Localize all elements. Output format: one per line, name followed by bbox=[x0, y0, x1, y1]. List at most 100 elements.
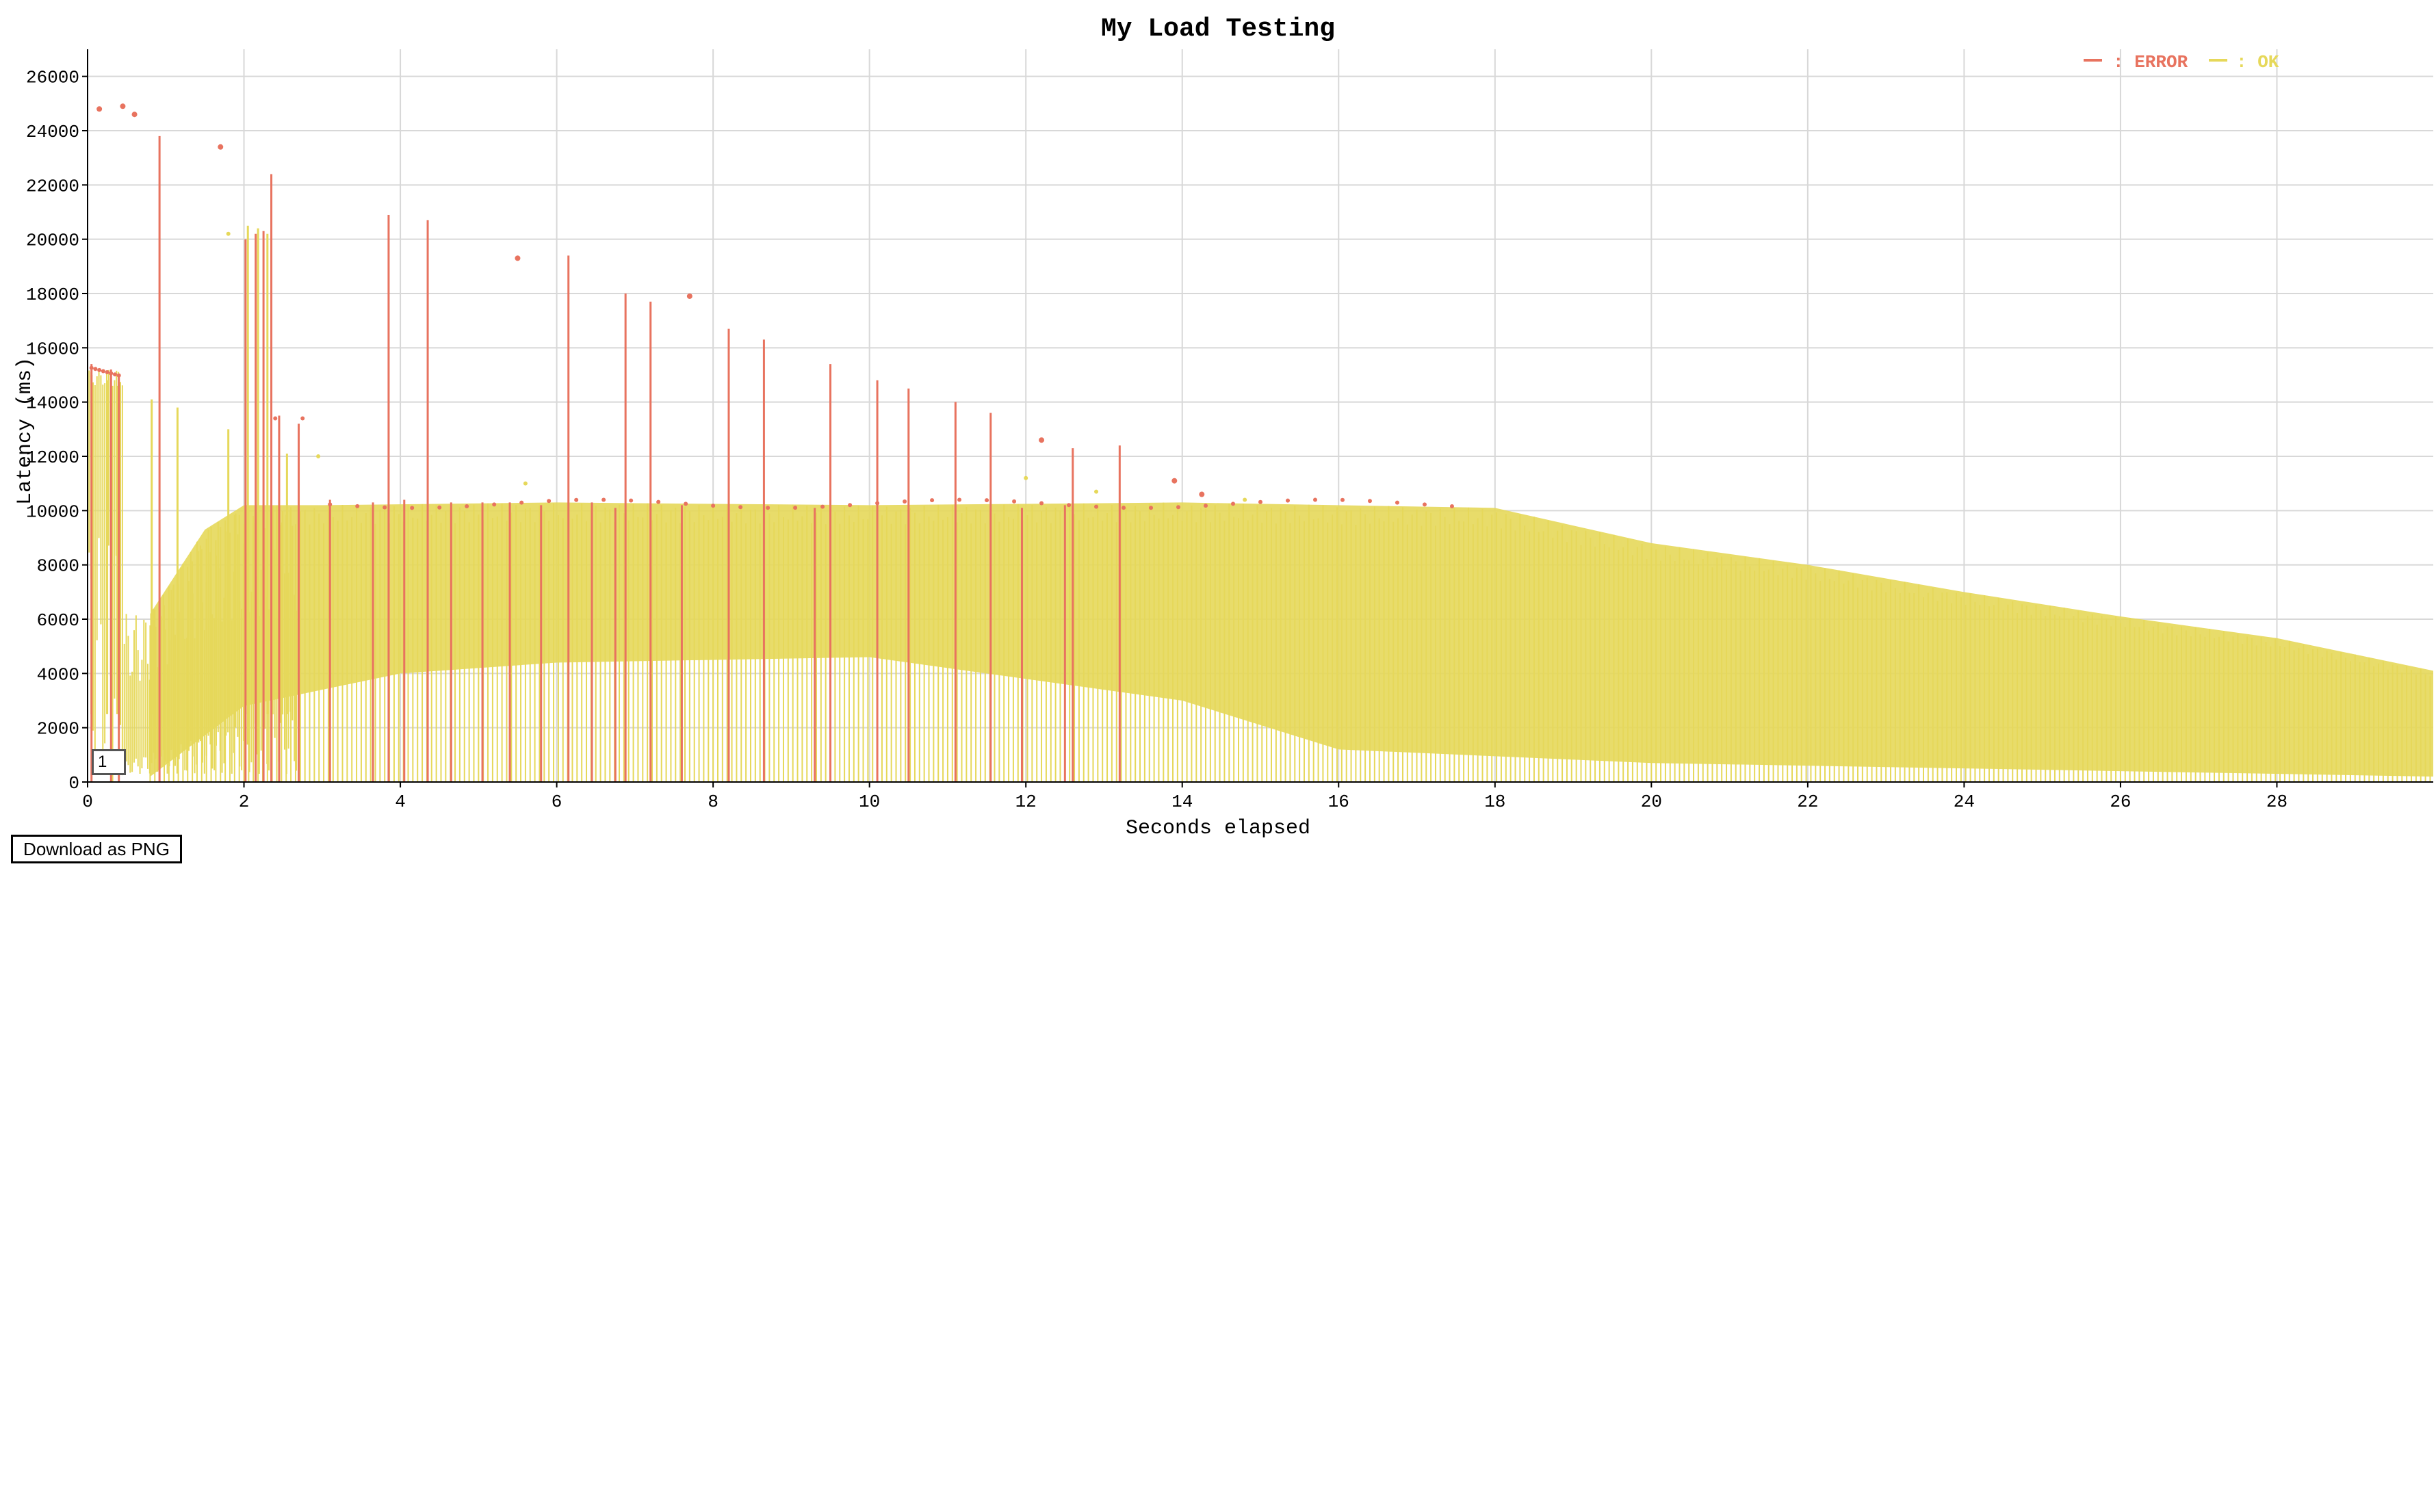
ok-point bbox=[1243, 497, 1247, 501]
ok-point bbox=[1024, 476, 1028, 480]
error-point bbox=[1012, 499, 1016, 504]
error-point bbox=[1258, 500, 1262, 504]
error-point bbox=[1094, 505, 1098, 509]
y-tick-label: 20000 bbox=[26, 231, 79, 251]
error-point bbox=[1231, 501, 1235, 506]
error-outlier-point bbox=[96, 106, 102, 112]
ok-point bbox=[226, 232, 231, 236]
error-point bbox=[684, 501, 688, 506]
error-point bbox=[930, 498, 934, 502]
y-tick-label: 2000 bbox=[37, 719, 79, 740]
ok-point bbox=[1094, 490, 1098, 494]
error-outlier-point bbox=[1199, 492, 1204, 497]
legend-error-label: : ERROR bbox=[2113, 52, 2188, 73]
error-point bbox=[1450, 504, 1454, 508]
y-tick-label: 4000 bbox=[37, 664, 79, 685]
x-tick-label: 12 bbox=[1015, 792, 1037, 812]
error-point bbox=[629, 499, 633, 503]
error-point bbox=[1067, 503, 1071, 507]
error-point bbox=[1039, 501, 1044, 505]
x-tick-label: 26 bbox=[2110, 792, 2131, 812]
error-point bbox=[903, 499, 907, 504]
ok-point bbox=[316, 454, 320, 458]
error-point bbox=[1423, 502, 1427, 506]
error-point bbox=[465, 504, 469, 508]
error-point bbox=[101, 369, 105, 373]
y-tick-label: 22000 bbox=[26, 176, 79, 196]
error-point bbox=[519, 501, 523, 505]
error-outlier-point bbox=[687, 294, 692, 299]
ok-point bbox=[523, 482, 528, 486]
error-point bbox=[492, 502, 496, 506]
download-png-button[interactable]: Download as PNG bbox=[11, 835, 182, 863]
series-selector-input[interactable] bbox=[92, 749, 126, 775]
error-point bbox=[410, 506, 414, 510]
error-point bbox=[437, 506, 441, 510]
error-point bbox=[793, 506, 797, 510]
chart-title: My Load Testing bbox=[1101, 14, 1335, 44]
error-outlier-point bbox=[218, 144, 223, 150]
x-tick-label: 0 bbox=[82, 792, 93, 812]
error-point bbox=[711, 504, 715, 508]
error-point bbox=[93, 367, 97, 371]
error-outlier-point bbox=[132, 112, 138, 117]
error-point bbox=[273, 416, 277, 420]
x-tick-label: 2 bbox=[239, 792, 250, 812]
y-tick-label: 18000 bbox=[26, 285, 79, 305]
x-tick-label: 10 bbox=[859, 792, 880, 812]
error-point bbox=[1204, 504, 1208, 508]
error-point bbox=[985, 498, 989, 502]
error-point bbox=[656, 500, 660, 504]
x-tick-label: 16 bbox=[1328, 792, 1349, 812]
x-tick-label: 6 bbox=[552, 792, 562, 812]
legend-ok-label: : OK bbox=[2236, 52, 2279, 73]
x-tick-label: 18 bbox=[1484, 792, 1505, 812]
y-tick-label: 0 bbox=[68, 773, 79, 794]
error-point bbox=[355, 504, 359, 508]
error-point bbox=[547, 499, 551, 503]
x-axis-label: Seconds elapsed bbox=[1126, 817, 1310, 840]
error-outlier-point bbox=[120, 103, 125, 109]
error-point bbox=[766, 506, 770, 510]
error-point bbox=[875, 501, 879, 506]
error-point bbox=[1149, 506, 1153, 510]
error-point bbox=[1176, 505, 1180, 509]
y-tick-label: 8000 bbox=[37, 556, 79, 577]
error-point bbox=[117, 374, 121, 378]
error-point bbox=[1313, 498, 1317, 502]
error-outlier-point bbox=[1039, 437, 1044, 443]
error-point bbox=[1340, 498, 1345, 502]
x-tick-label: 24 bbox=[1954, 792, 1975, 812]
error-point bbox=[574, 498, 578, 502]
error-outlier-point bbox=[1171, 478, 1177, 484]
y-tick-label: 6000 bbox=[37, 610, 79, 631]
error-outlier-point bbox=[515, 255, 520, 261]
y-tick-label: 26000 bbox=[26, 68, 79, 88]
error-point bbox=[97, 368, 101, 372]
error-point bbox=[383, 506, 387, 510]
x-tick-label: 28 bbox=[2266, 792, 2288, 812]
error-point bbox=[601, 498, 606, 502]
x-tick-label: 14 bbox=[1171, 792, 1193, 812]
error-point bbox=[957, 497, 961, 501]
error-point bbox=[1368, 499, 1372, 503]
error-point bbox=[738, 505, 742, 509]
error-point bbox=[90, 366, 94, 370]
x-tick-label: 20 bbox=[1641, 792, 1662, 812]
x-tick-label: 4 bbox=[395, 792, 406, 812]
x-tick-label: 8 bbox=[708, 792, 718, 812]
y-axis-label: Latency (ms) bbox=[14, 357, 37, 505]
error-point bbox=[300, 416, 304, 420]
error-point bbox=[105, 370, 109, 374]
legend: : ERROR : OK bbox=[2084, 52, 2279, 73]
error-point bbox=[113, 372, 117, 376]
x-tick-label: 22 bbox=[1797, 792, 1818, 812]
error-point bbox=[848, 503, 852, 507]
y-tick-label: 24000 bbox=[26, 122, 79, 142]
error-point bbox=[1286, 499, 1290, 503]
error-point bbox=[109, 372, 113, 376]
error-point bbox=[820, 505, 825, 509]
error-point bbox=[1395, 501, 1399, 505]
error-point bbox=[328, 502, 332, 506]
